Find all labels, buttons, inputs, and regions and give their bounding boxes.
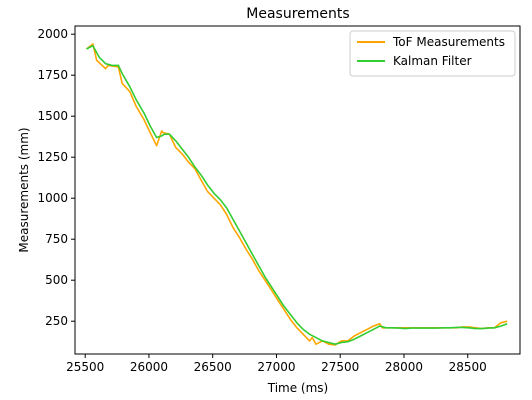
x-tick-label: 28000 xyxy=(385,360,423,374)
y-tick-label: 500 xyxy=(45,273,68,287)
y-tick-label: 1750 xyxy=(37,68,68,82)
series-layer xyxy=(86,43,508,346)
plot-area xyxy=(75,26,520,354)
legend: ToF Measurements Kalman Filter xyxy=(349,30,516,77)
y-tick-label: 750 xyxy=(45,232,68,246)
x-tick-label: 27000 xyxy=(257,360,295,374)
legend-box xyxy=(349,30,516,77)
x-tick-label: 27500 xyxy=(321,360,359,374)
y-tick-label: 1250 xyxy=(37,150,68,164)
legend-label-kalman: Kalman Filter xyxy=(393,54,472,68)
y-tick-label: 250 xyxy=(45,314,68,328)
x-tick-label: 28500 xyxy=(449,360,487,374)
x-tick-label: 26000 xyxy=(130,360,168,374)
y-tick-label: 1000 xyxy=(37,191,68,205)
chart-title: Measurements xyxy=(246,6,349,22)
series-line-kalman xyxy=(86,44,508,346)
y-tick-label: 1500 xyxy=(37,109,68,123)
x-axis-label: Time (ms) xyxy=(267,381,329,395)
x-tick-label: 26500 xyxy=(194,360,232,374)
axes-layer: 25500 26000 26500 27000 27500 28000 28500 250 50… xyxy=(37,27,486,374)
legend-label-tof: ToF Measurements xyxy=(392,35,505,49)
x-tick-label: 25500 xyxy=(66,360,104,374)
y-tick-label: 2000 xyxy=(37,27,68,41)
plot-frame xyxy=(74,25,521,355)
y-axis-label: Measurements (mm) xyxy=(17,127,31,252)
